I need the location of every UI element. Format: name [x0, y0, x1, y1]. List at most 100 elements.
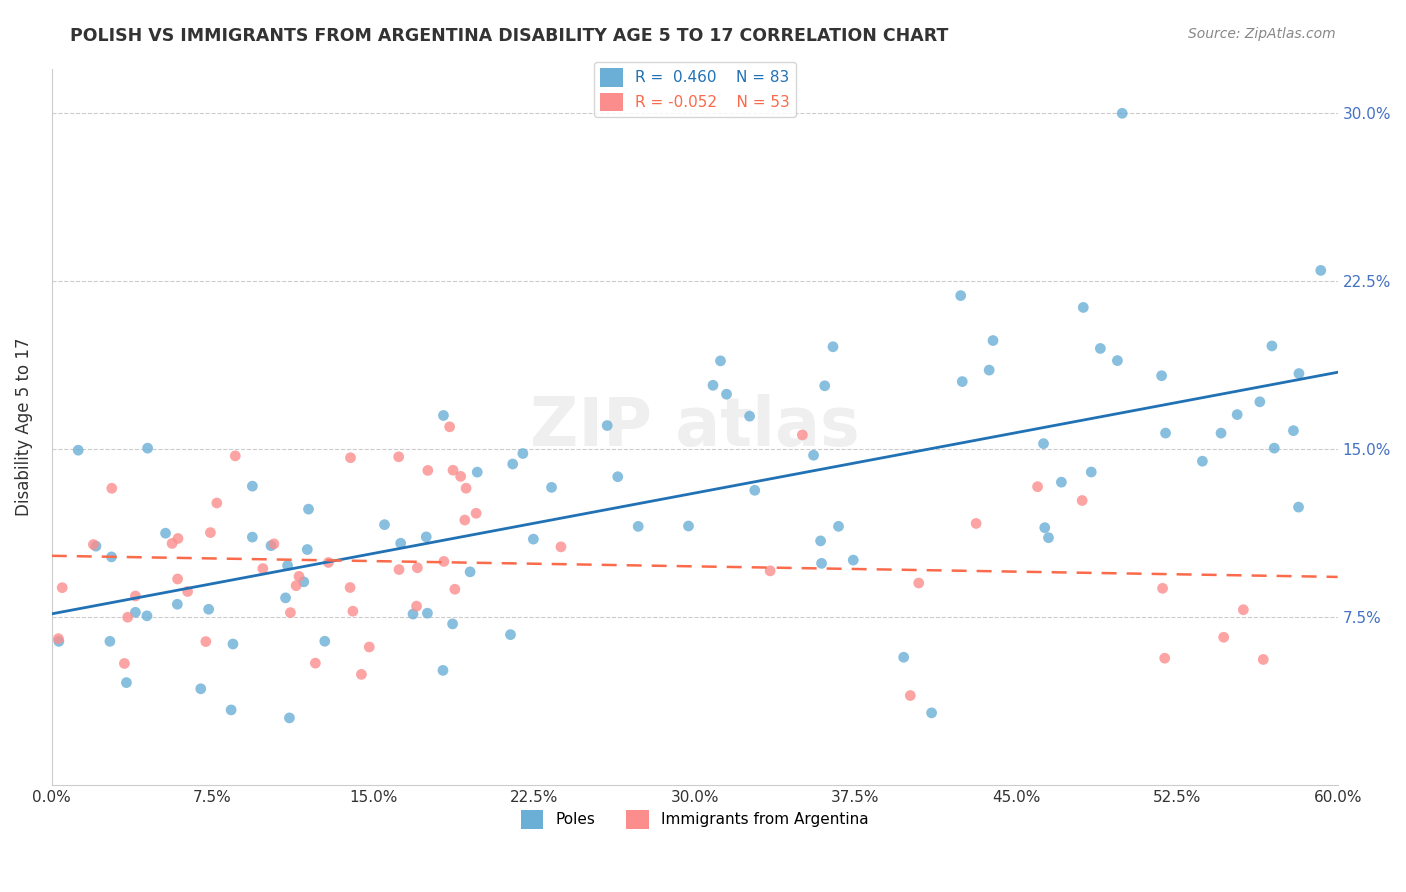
- Poles: [596, 418, 619, 433]
- Immigrants from Argentina: [433, 554, 456, 568]
- Immigrants from Argentina: [898, 689, 921, 703]
- Poles: [842, 553, 865, 567]
- Poles: [709, 354, 731, 368]
- Poles: [115, 675, 138, 690]
- Immigrants from Argentina: [454, 513, 477, 527]
- Poles: [260, 539, 283, 553]
- Poles: [136, 441, 159, 455]
- Immigrants from Argentina: [350, 667, 373, 681]
- Poles: [1050, 475, 1073, 490]
- Poles: [1282, 424, 1305, 438]
- Poles: [1154, 425, 1177, 440]
- Immigrants from Argentina: [342, 604, 364, 618]
- Immigrants from Argentina: [112, 657, 135, 671]
- Poles: [1038, 531, 1060, 545]
- Immigrants from Argentina: [176, 584, 198, 599]
- Poles: [1261, 339, 1284, 353]
- Immigrants from Argentina: [339, 450, 361, 465]
- Immigrants from Argentina: [439, 419, 461, 434]
- Poles: [155, 526, 177, 541]
- Immigrants from Argentina: [416, 463, 439, 477]
- Immigrants from Argentina: [1152, 582, 1174, 596]
- Immigrants from Argentina: [48, 632, 70, 646]
- Immigrants from Argentina: [465, 506, 488, 520]
- Poles: [1209, 426, 1232, 441]
- Poles: [297, 542, 319, 557]
- Poles: [432, 409, 454, 423]
- Text: ZIP atlas: ZIP atlas: [530, 393, 859, 459]
- Poles: [219, 703, 242, 717]
- Poles: [98, 634, 121, 648]
- Poles: [1071, 301, 1094, 315]
- Immigrants from Argentina: [1071, 493, 1094, 508]
- Immigrants from Argentina: [117, 610, 139, 624]
- Poles: [1309, 263, 1331, 277]
- Poles: [678, 519, 700, 533]
- Immigrants from Argentina: [441, 463, 464, 477]
- Immigrants from Argentina: [288, 569, 311, 583]
- Poles: [222, 637, 245, 651]
- Immigrants from Argentina: [194, 634, 217, 648]
- Poles: [190, 681, 212, 696]
- Poles: [1033, 521, 1056, 535]
- Immigrants from Argentina: [318, 556, 340, 570]
- Poles: [389, 536, 412, 550]
- Poles: [136, 608, 159, 623]
- Poles: [416, 606, 439, 620]
- Poles: [84, 539, 107, 553]
- Poles: [1288, 367, 1310, 381]
- Immigrants from Argentina: [405, 599, 427, 614]
- Poles: [921, 706, 943, 720]
- Poles: [810, 533, 832, 548]
- Poles: [540, 480, 562, 494]
- Poles: [803, 448, 825, 462]
- Poles: [1226, 408, 1249, 422]
- Poles: [1107, 353, 1129, 368]
- Immigrants from Argentina: [388, 450, 411, 464]
- Immigrants from Argentina: [406, 561, 429, 575]
- Legend: Poles, Immigrants from Argentina: Poles, Immigrants from Argentina: [515, 804, 875, 835]
- Immigrants from Argentina: [359, 640, 381, 654]
- Immigrants from Argentina: [263, 537, 285, 551]
- Immigrants from Argentina: [200, 525, 222, 540]
- Immigrants from Argentina: [450, 469, 472, 483]
- Poles: [458, 565, 481, 579]
- Poles: [465, 465, 488, 479]
- Poles: [1090, 342, 1112, 356]
- Poles: [274, 591, 297, 605]
- Poles: [415, 530, 437, 544]
- Poles: [240, 479, 263, 493]
- Immigrants from Argentina: [51, 581, 73, 595]
- Immigrants from Argentina: [280, 606, 302, 620]
- Poles: [821, 340, 844, 354]
- Immigrants from Argentina: [444, 582, 467, 597]
- Poles: [441, 616, 464, 631]
- Immigrants from Argentina: [205, 496, 228, 510]
- Immigrants from Argentina: [1153, 651, 1175, 665]
- Poles: [738, 409, 761, 424]
- Poles: [1263, 441, 1285, 455]
- Poles: [716, 387, 738, 401]
- Poles: [702, 378, 724, 392]
- Poles: [277, 558, 299, 573]
- Poles: [744, 483, 766, 498]
- Poles: [48, 634, 70, 648]
- Poles: [67, 443, 90, 458]
- Immigrants from Argentina: [82, 537, 104, 551]
- Poles: [979, 363, 1001, 377]
- Poles: [1249, 394, 1271, 409]
- Immigrants from Argentina: [304, 656, 326, 670]
- Poles: [627, 519, 650, 533]
- Poles: [1150, 368, 1173, 383]
- Poles: [827, 519, 849, 533]
- Immigrants from Argentina: [965, 516, 987, 531]
- Text: Source: ZipAtlas.com: Source: ZipAtlas.com: [1188, 27, 1336, 41]
- Immigrants from Argentina: [1212, 630, 1234, 644]
- Poles: [100, 549, 122, 564]
- Immigrants from Argentina: [252, 561, 274, 575]
- Poles: [432, 664, 454, 678]
- Poles: [166, 597, 188, 611]
- Poles: [292, 574, 315, 589]
- Y-axis label: Disability Age 5 to 17: Disability Age 5 to 17: [15, 337, 32, 516]
- Immigrants from Argentina: [124, 589, 146, 603]
